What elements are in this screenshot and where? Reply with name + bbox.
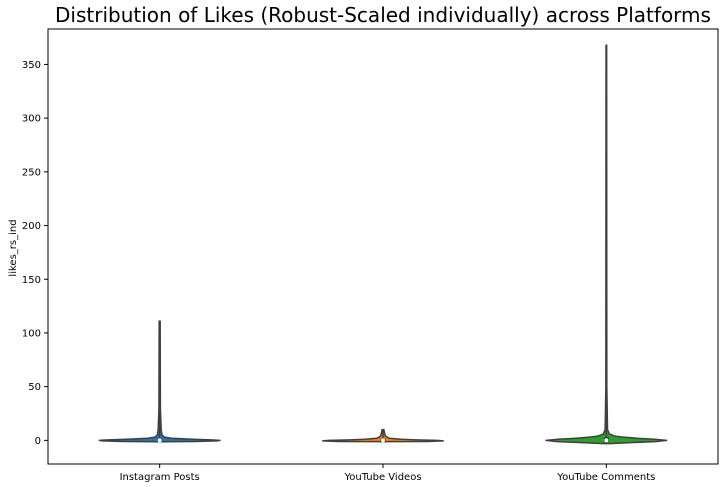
violin-youtube-videos	[321, 428, 445, 443]
y-tick-label: 300	[22, 114, 41, 125]
y-tick-label: 100	[22, 328, 41, 339]
y-tick-label: 50	[28, 382, 41, 393]
x-tick-label: YouTube Videos	[343, 472, 421, 483]
y-tick-label: 350	[22, 60, 41, 71]
plot-frame	[47, 28, 719, 465]
y-axis-label: likes_rs_ind	[8, 219, 19, 276]
y-tick-label: 250	[22, 167, 41, 178]
x-axis: Instagram Posts YouTube Videos YouTube Com…	[120, 464, 655, 483]
chart-title: Distribution of Likes (Robust-Scaled ind…	[55, 3, 711, 27]
violins	[98, 44, 668, 445]
y-tick-label: 150	[22, 275, 41, 286]
y-tick-label: 200	[22, 221, 41, 232]
violin-median-point	[381, 438, 385, 443]
violin-instagram-posts	[98, 320, 221, 443]
y-axis: 0 50 100 150 200 250 300 350	[22, 60, 48, 447]
x-tick-label: Instagram Posts	[120, 472, 200, 483]
y-tick-label: 0	[35, 436, 41, 447]
x-tick-label: YouTube Comments	[556, 472, 655, 483]
violin-median-point	[604, 438, 609, 443]
violin-median-point	[157, 438, 162, 443]
violin-youtube-comments	[545, 44, 668, 445]
